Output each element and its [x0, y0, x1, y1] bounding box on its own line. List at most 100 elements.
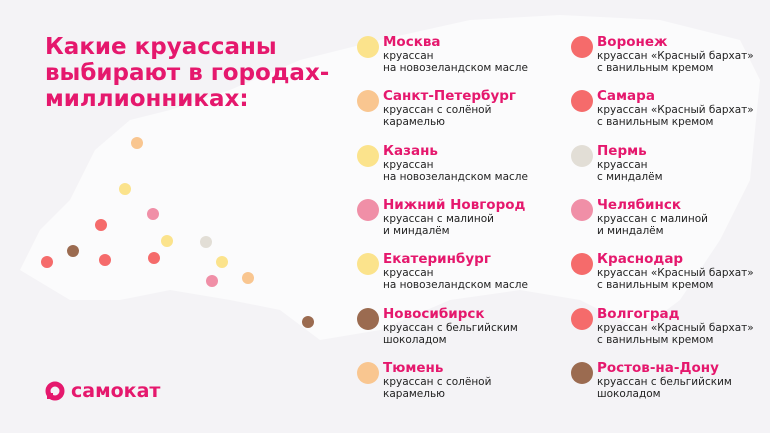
city-description: круассан на новозеландском масле — [383, 267, 583, 291]
city-item: Самара круассан «Красный бархат» с ванильн… — [571, 88, 770, 128]
city-dot — [571, 90, 593, 112]
description-line: и миндалём — [383, 225, 450, 237]
logo-text: самокат — [71, 380, 161, 402]
description-line: круассан — [597, 159, 648, 171]
description-line: на новозеландском масле — [383, 62, 528, 74]
description-line: круассан с малиной — [597, 213, 708, 225]
description-line: с ванильным кремом — [597, 116, 714, 128]
city-item: Волгоград круассан «Красный бархат» с вани… — [571, 306, 770, 346]
map-dot — [242, 272, 254, 284]
city-description: круассан на новозеландском масле — [383, 50, 583, 74]
city-description: круассан «Красный бархат» с ванильным кре… — [597, 322, 770, 346]
logo-icon — [45, 381, 65, 401]
title-line: миллионниках: — [45, 86, 249, 112]
description-line: карамелью — [383, 388, 445, 400]
city-dot — [357, 145, 379, 167]
city-description: круассан на новозеландском масле — [383, 159, 583, 183]
map-dot — [99, 254, 111, 266]
map-dot — [119, 183, 131, 195]
logo: самокат — [45, 380, 160, 402]
map-dot — [216, 256, 228, 268]
map-dot — [161, 235, 173, 247]
description-line: круассан «Красный бархат» — [597, 50, 754, 62]
city-dot — [357, 90, 379, 112]
city-name: Казань — [383, 143, 438, 159]
city-name: Санкт-Петербург — [383, 88, 516, 104]
map-dot — [148, 252, 160, 264]
city-name: Москва — [383, 34, 441, 50]
description-line: с миндалём — [597, 171, 663, 183]
city-dot — [571, 199, 593, 221]
city-name: Воронеж — [597, 34, 668, 50]
description-line: круассан «Красный бархат» — [597, 322, 754, 334]
city-item: Ростов-на-Дону круассан с бельгийским шоко… — [571, 360, 770, 400]
map-dot — [95, 219, 107, 231]
title-line: выбирают в городах- — [45, 60, 330, 86]
city-description: круассан с малиной и миндалём — [597, 213, 770, 237]
description-line: и миндалём — [597, 225, 664, 237]
city-dot — [357, 253, 379, 275]
city-description: круассан «Красный бархат» с ванильным кре… — [597, 50, 770, 74]
map-dots — [41, 137, 314, 328]
city-name: Волгоград — [597, 306, 680, 322]
city-dot — [571, 308, 593, 330]
city-description: круассан с миндалём — [597, 159, 770, 183]
description-line: шоколадом — [597, 388, 661, 400]
description-line: круассан — [383, 267, 434, 279]
city-item: Санкт-Петербург круассан с солёной карамел… — [357, 88, 583, 128]
map-dot — [147, 208, 159, 220]
map-dot — [302, 316, 314, 328]
city-name: Краснодар — [597, 251, 684, 267]
city-dot — [571, 362, 593, 384]
map-dot — [67, 245, 79, 257]
city-name: Челябинск — [597, 197, 681, 213]
description-line: круассан с солёной — [383, 376, 492, 388]
city-description: круассан «Красный бархат» с ванильным кре… — [597, 267, 770, 291]
description-line: круассан «Красный бархат» — [597, 267, 754, 279]
description-line: круассан с бельгийским — [597, 376, 732, 388]
description-line: круассан «Красный бархат» — [597, 104, 754, 116]
title: Какие круассаны выбирают в городах-миллио… — [45, 34, 329, 112]
city-dot — [357, 362, 379, 384]
city-description: круассан с солёной карамелью — [383, 376, 583, 400]
city-name: Екатеринбург — [383, 251, 491, 267]
city-dot — [571, 253, 593, 275]
city-name: Нижний Новгород — [383, 197, 526, 213]
description-line: круассан с солёной — [383, 104, 492, 116]
city-item: Нижний Новгород круассан с малиной и минда… — [357, 197, 583, 237]
city-dot — [571, 145, 593, 167]
description-line: круассан с бельгийским — [383, 322, 518, 334]
city-item: Екатеринбург круассан на новозеландском ма… — [357, 251, 583, 291]
description-line: круассан — [383, 159, 434, 171]
city-dot — [357, 199, 379, 221]
description-line: карамелью — [383, 116, 445, 128]
city-description: круассан с солёной карамелью — [383, 104, 583, 128]
city-item: Челябинск круассан с малиной и миндалём — [571, 197, 770, 237]
map-dot — [131, 137, 143, 149]
city-name: Пермь — [597, 143, 647, 159]
city-item: Тюмень круассан с солёной карамелью — [357, 360, 583, 400]
city-item: Казань круассан на новозеландском масле — [357, 143, 583, 183]
city-description: круассан с малиной и миндалём — [383, 213, 583, 237]
city-dot — [571, 36, 593, 58]
city-item: Новосибирск круассан с бельгийским шоколад… — [357, 306, 583, 346]
description-line: с ванильным кремом — [597, 62, 714, 74]
city-dot — [357, 308, 379, 330]
city-name: Ростов-на-Дону — [597, 360, 719, 376]
city-name: Тюмень — [383, 360, 444, 376]
description-line: с ванильным кремом — [597, 279, 714, 291]
map-dot — [206, 275, 218, 287]
city-description: круассан с бельгийским шоколадом — [597, 376, 770, 400]
title-line: Какие круассаны — [45, 34, 277, 60]
city-description: круассан с бельгийским шоколадом — [383, 322, 583, 346]
city-item: Воронеж круассан «Красный бархат» с ваниль… — [571, 34, 770, 74]
description-line: с ванильным кремом — [597, 334, 714, 346]
city-item: Краснодар круассан «Красный бархат» с вани… — [571, 251, 770, 291]
city-name: Самара — [597, 88, 655, 104]
description-line: шоколадом — [383, 334, 447, 346]
map-dot — [200, 236, 212, 248]
city-item: Пермь круассан с миндалём — [571, 143, 770, 183]
map-dot — [41, 256, 53, 268]
description-line: круассан — [383, 50, 434, 62]
